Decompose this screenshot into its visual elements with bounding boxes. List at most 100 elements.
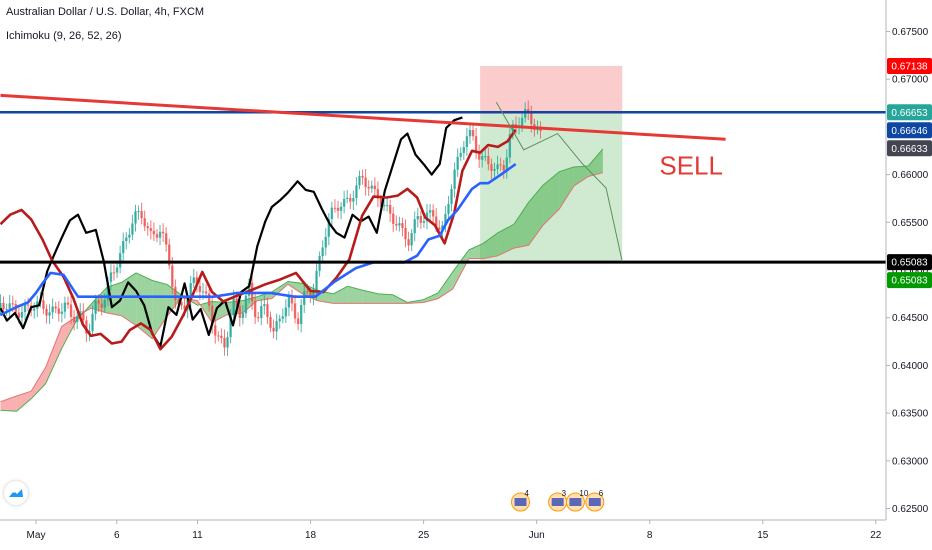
candle-body [490,164,493,171]
candle-body [20,312,24,318]
candle-body [177,300,180,303]
candle-body [85,320,88,334]
candle-body [413,219,416,234]
price-tag-label: 0.65083 [891,258,928,269]
candle-body [223,337,226,348]
cloud-segment [483,232,498,259]
symbol-title[interactable]: Australian Dollar / U.S. Dollar, 4h, FXC… [6,6,205,18]
candle-body [419,215,423,223]
cloud-segment [559,166,574,209]
event-count-label: 4 [525,489,530,498]
candle-body [244,295,248,314]
candle-body [505,157,508,171]
candle-body [382,205,386,207]
cloud-segment [573,166,589,187]
candle-body [296,318,300,325]
candle-body [26,304,30,306]
candle-body [425,212,429,222]
candle-body [392,213,395,224]
candle-body [72,316,76,322]
price-tick-label: 0.65500 [892,218,929,229]
candle-body [422,221,426,223]
candle-body [155,234,159,238]
price-tag-label: 0.65083 [891,276,928,287]
cloud-segment [588,148,603,177]
candle-body [164,233,168,245]
time-tick-label: 11 [192,530,203,541]
candle-body [468,129,472,137]
projection-line [495,101,623,262]
price-tag [887,104,932,121]
candle-body [398,223,401,226]
price-tick-label: 0.67500 [892,27,929,38]
time-tick-label: 6 [114,530,120,541]
event-count-label: 3 [562,489,567,498]
candle-body [17,312,21,318]
indicator-legend[interactable]: Ichimoku (9, 26, 52, 26) [6,30,122,42]
candle-body [321,247,324,257]
candle-body [0,302,2,309]
price-tag [887,58,932,75]
projection-path [495,101,623,262]
candle-body [149,228,153,231]
price-tick-label: 0.63000 [892,456,929,467]
candle-body [247,282,251,296]
candle-body [527,109,530,113]
indicator-lines [0,116,517,351]
candle-body [266,304,269,317]
senkou-span-a-line [0,148,604,412]
candle-body [226,337,229,348]
price-tick-label: 0.64500 [892,313,929,324]
cloud-segment [16,391,32,412]
candle-body [103,299,106,308]
cloud-segment [452,249,469,290]
candle-body [11,303,14,305]
event-count-label: 10 [579,489,588,498]
candle-body [364,177,367,188]
candle-body [171,265,174,287]
candle-body [48,312,51,316]
price-tick-label: 0.66000 [892,170,929,181]
candle-body [180,302,183,306]
candle-body [333,207,337,209]
candle-body [342,198,346,207]
candle-body [128,234,131,238]
chikou-span-line [0,116,463,348]
candle-body [33,308,36,311]
descending-trendline [0,93,726,141]
candle-body [459,152,462,157]
tradingview-logo-icon[interactable] [4,481,28,505]
candle-body [131,223,134,235]
candle-body [287,296,291,308]
candle-body [456,156,459,170]
candle-body [514,123,518,127]
candle-body [520,117,524,126]
event-flag-icon [569,498,582,506]
candle-body [232,298,235,316]
price-tick-label: 0.63500 [892,409,929,420]
candle-body [168,244,171,266]
candle-body [82,311,85,321]
candle-body [416,215,419,220]
candle-body [404,228,407,240]
candle-body [346,197,349,199]
candle-body [183,305,186,310]
candle-body [493,169,496,171]
candle-body [257,317,260,319]
candle-body [336,207,340,211]
candle-body [158,231,162,238]
candle-body [2,302,5,310]
time-tick-label: 25 [418,530,430,541]
price-levels [0,93,886,264]
candle-body [450,188,453,205]
price-tag [887,254,932,271]
candle-body [23,304,27,313]
candle-body [481,156,484,160]
candle-body [299,304,303,325]
candle-body [508,134,512,158]
candle-body [339,206,343,211]
candle-body [309,292,312,298]
